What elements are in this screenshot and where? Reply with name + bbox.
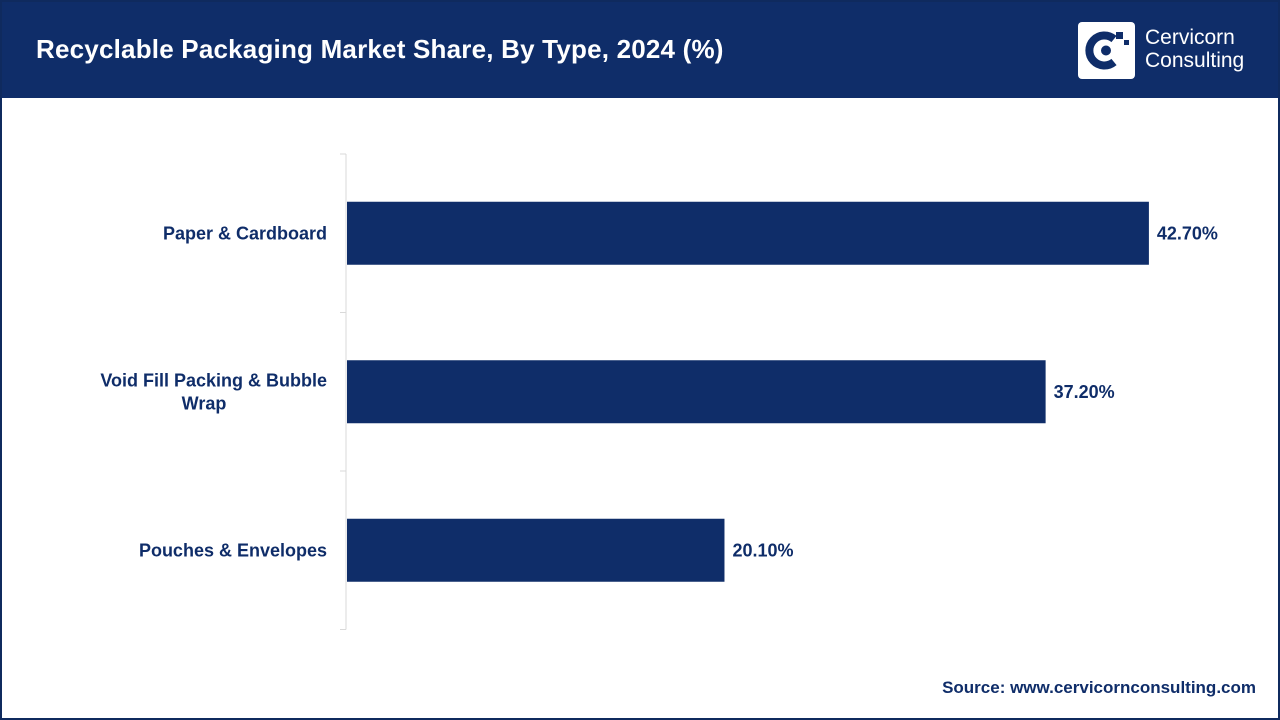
bar-1	[347, 201, 1149, 265]
category-label-2: Void Fill Packing & Bubble Wrap	[100, 370, 327, 413]
bar-chart: 42.70% Paper & Cardboard 37.20% Void Fill P…	[100, 153, 1218, 630]
value-label-1: 42.70%	[1157, 223, 1218, 243]
header-banner: Recyclable Packaging Market Share, By Ty…	[2, 2, 1278, 98]
bar-2	[347, 360, 1046, 424]
value-label-3: 20.10%	[732, 540, 793, 560]
category-label-line: Void Fill Packing & Bubble	[100, 370, 327, 390]
cervicorn-logo-icon	[1078, 22, 1135, 79]
category-label-line: Wrap	[182, 393, 227, 413]
bar-3	[347, 518, 725, 582]
value-label-2: 37.20%	[1054, 382, 1115, 402]
source-note: Source: www.cervicornconsulting.com	[942, 678, 1256, 697]
logo-line-1: Cervicorn	[1145, 26, 1235, 49]
logo-line-2: Consulting	[1145, 49, 1245, 72]
chart-title: Recyclable Packaging Market Share, By Ty…	[36, 34, 724, 64]
category-label-3: Pouches & Envelopes	[139, 540, 327, 560]
logo-wordmark: Cervicorn Consulting	[1145, 26, 1244, 72]
category-label-1: Paper & Cardboard	[163, 223, 327, 243]
